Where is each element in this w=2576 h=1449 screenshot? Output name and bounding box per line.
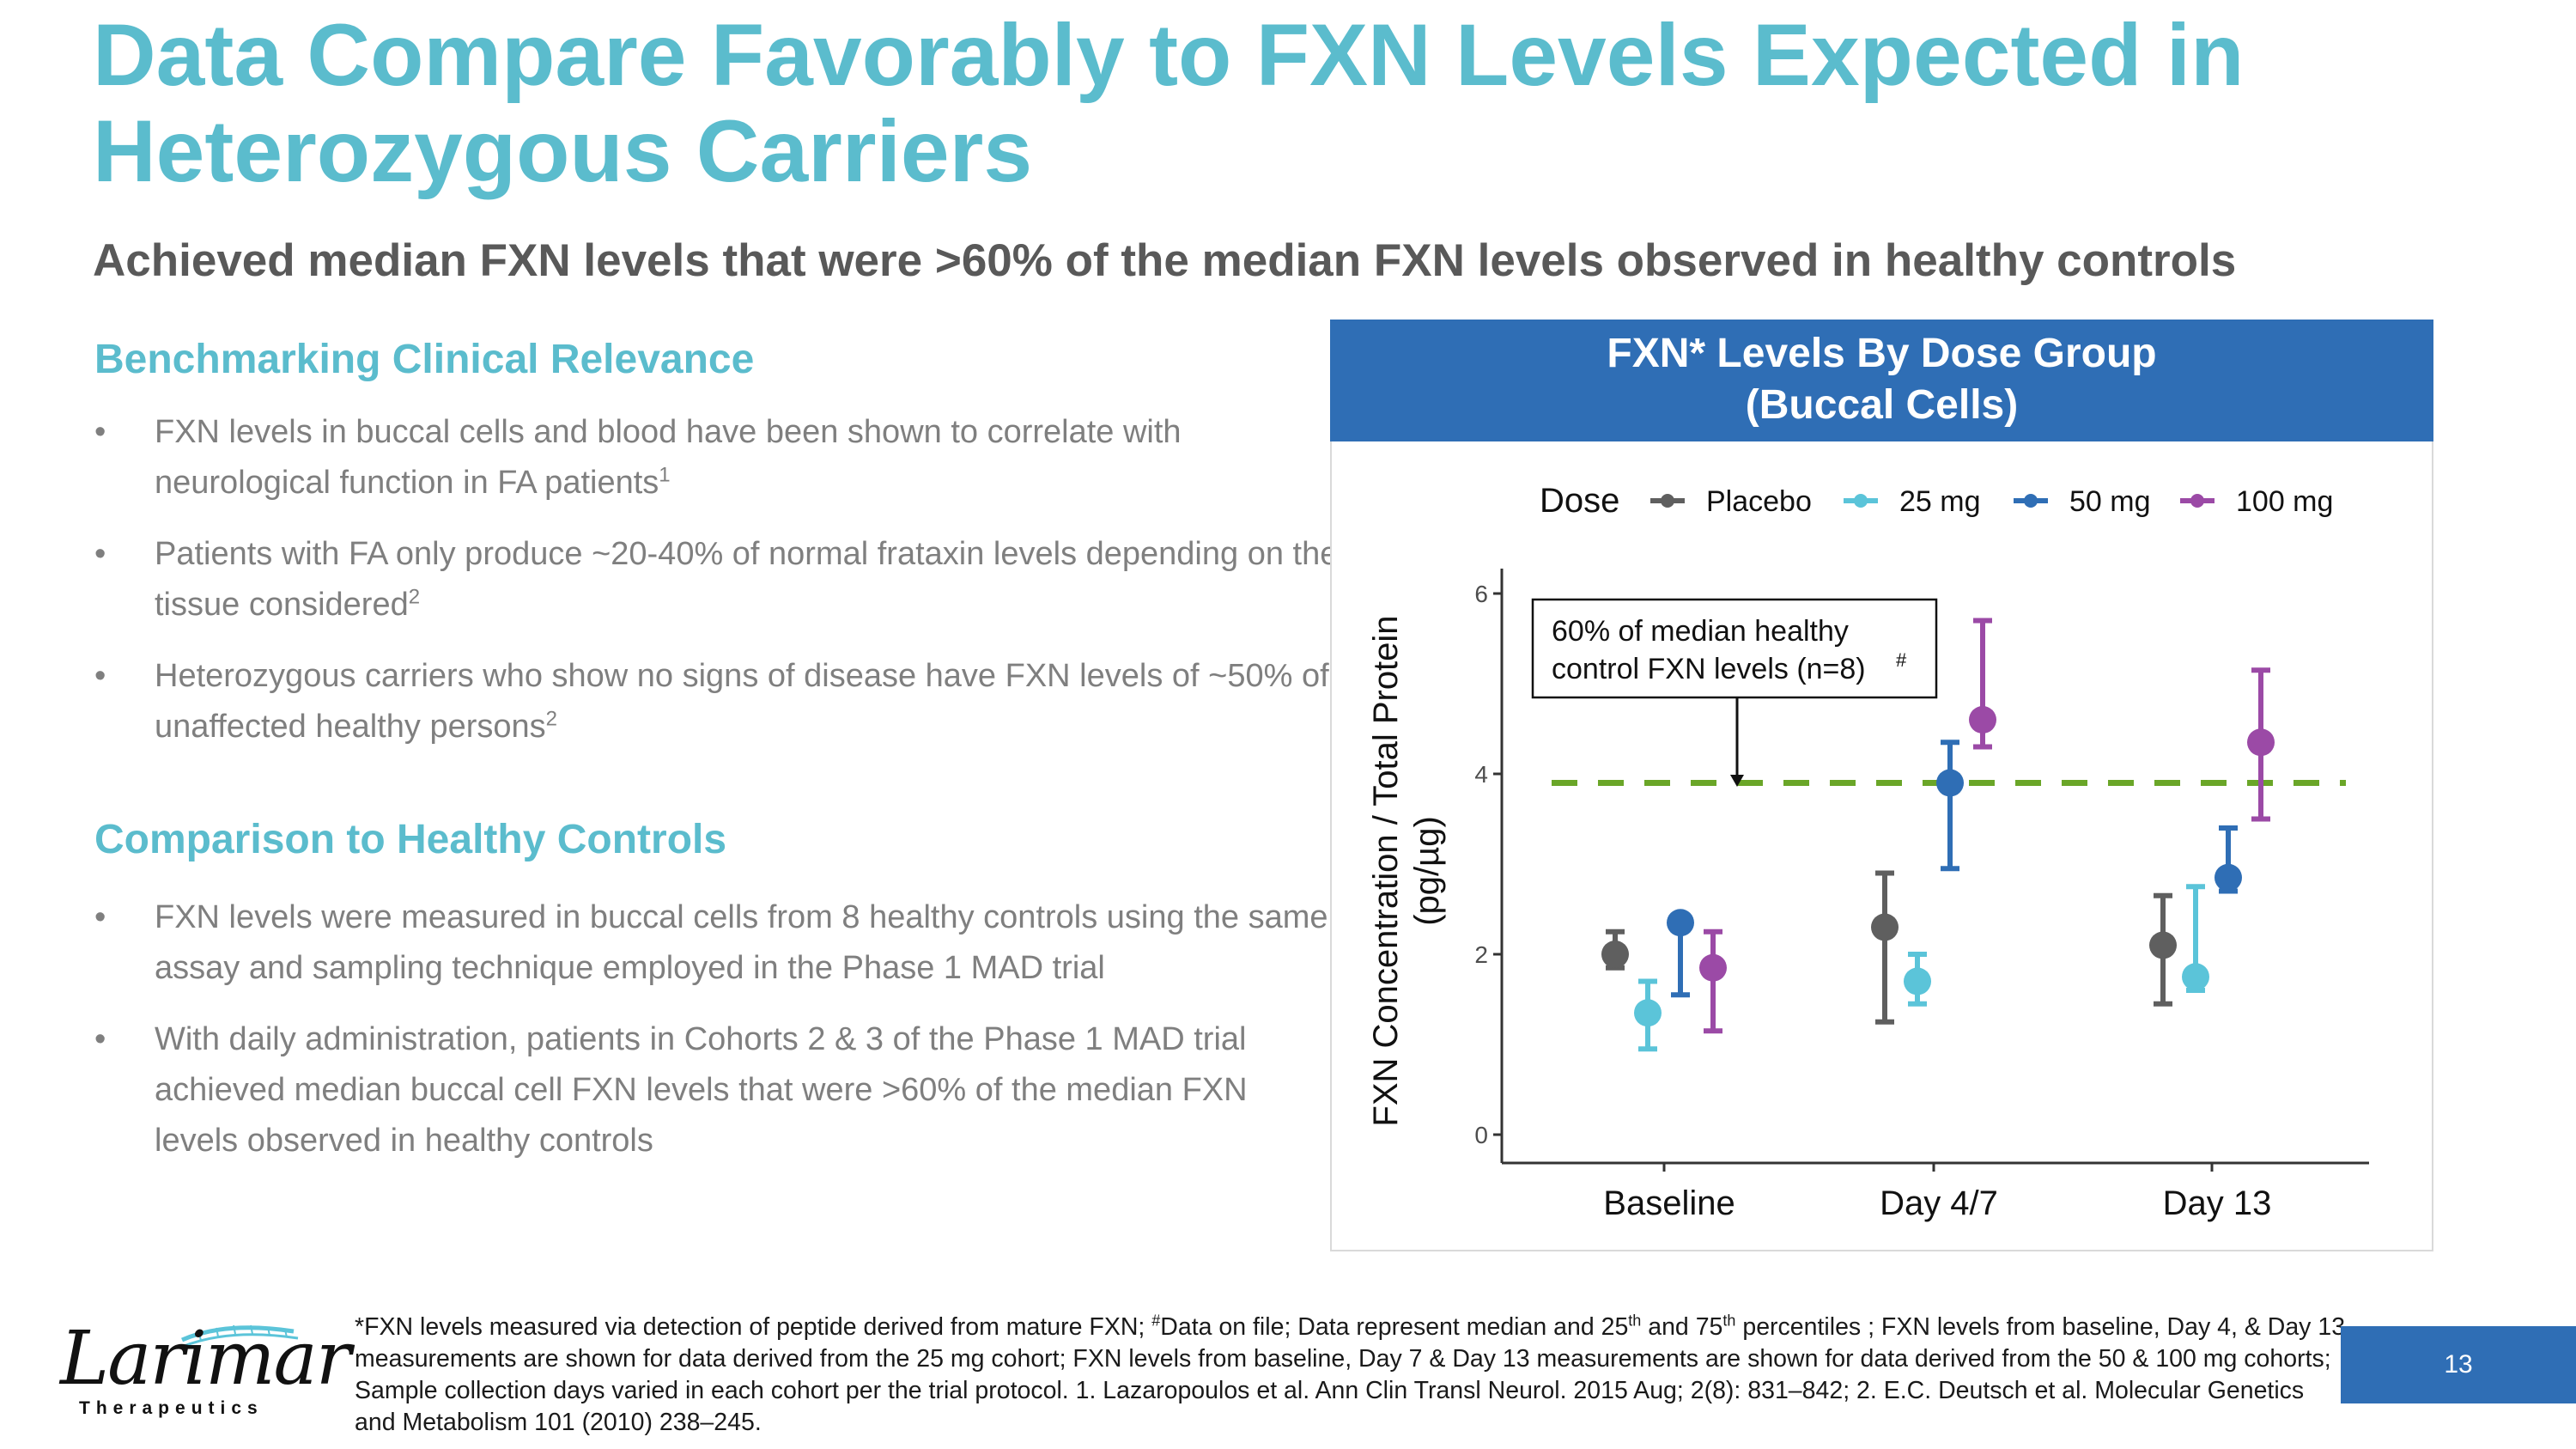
footnote-sup: #: [1151, 1312, 1161, 1330]
median-point: [1699, 953, 1727, 982]
x-tick-label: Day 13: [2163, 1184, 2272, 1222]
bullet-text: Patients with FA only produce ~20-40% of…: [155, 536, 1339, 623]
median-point: [2215, 863, 2242, 892]
logo-wordmark: Larimar: [60, 1316, 351, 1402]
section-heading-benchmarking: Benchmarking Clinical Relevance: [94, 337, 755, 382]
fxn-dose-chart: 0 2 4 6 Baseline Day 4/7 Day 13 FXN Concentrati…: [1367, 482, 2369, 1222]
chart-title-line2: (Buccal Cells): [1745, 382, 2019, 428]
footnote-text: and 75: [1641, 1313, 1723, 1341]
benchmarking-bullet-list: • FXN levels in buccal cells and blood ha…: [94, 407, 1340, 773]
y-tick-label: 0: [1474, 1122, 1488, 1148]
y-axis-label: FXN Concentration / Total Protein: [1367, 615, 1405, 1126]
y-tick-label: 2: [1474, 941, 1488, 968]
slide-title-line1: Data Compare Favorably to FXN Levels Exp…: [93, 6, 2245, 104]
legend-label: 50 mg: [2069, 485, 2151, 518]
bullet-text: FXN levels in buccal cells and blood hav…: [155, 414, 1182, 501]
page-number: 13: [2444, 1350, 2473, 1379]
median-point: [1904, 967, 1931, 995]
legend-label: 100 mg: [2236, 485, 2333, 518]
median-point: [2182, 963, 2209, 991]
bullet-text: Heterozygous carriers who show no signs …: [155, 658, 1329, 745]
annotation-box: [1531, 598, 1938, 699]
bullet-item: • With daily administration, patients in …: [94, 1014, 1340, 1166]
legend-swatch-dot: [2024, 494, 2038, 508]
x-tick-label: Baseline: [1603, 1184, 1735, 1222]
legend-label: 25 mg: [1899, 485, 1981, 518]
slide-subtitle: Achieved median FXN levels that were >60…: [93, 235, 2237, 286]
bullet-item: • FXN levels were measured in buccal cell…: [94, 892, 1340, 994]
annotation-arrow-head: [1730, 775, 1744, 787]
annotation-sup: #: [1896, 649, 1907, 671]
bullet-item: • Heterozygous carriers who show no signs…: [94, 651, 1340, 752]
bullet-citation: 2: [545, 707, 557, 731]
comparison-bullet-list: • FXN levels were measured in buccal cell…: [94, 892, 1340, 1187]
slide-title: Data Compare Favorably to FXN Levels Exp…: [93, 7, 2497, 199]
y-axis-label-unit: (pg/µg): [1408, 816, 1446, 926]
chart-title-line1: FXN* Levels By Dose Group: [1607, 331, 2157, 376]
annotation-text-line1: 60% of median healthy: [1552, 615, 1849, 648]
bullet-item: • FXN levels in buccal cells and blood ha…: [94, 407, 1340, 508]
x-tick-label: Day 4/7: [1880, 1184, 1998, 1222]
median-point: [1936, 769, 1964, 797]
footnote: *FXN levels measured via detection of pe…: [355, 1312, 2347, 1439]
footnote-text: *FXN levels measured via detection of pe…: [355, 1313, 1152, 1341]
bullet-citation: 2: [408, 585, 421, 609]
bullet-dot-icon: •: [94, 414, 106, 450]
bullet-dot-icon: •: [94, 658, 106, 694]
bullet-citation: 1: [659, 463, 671, 487]
footnote-text: percentiles ; FXN levels from baseline, …: [355, 1313, 2346, 1436]
bullet-text: With daily administration, patients in C…: [155, 1021, 1248, 1159]
y-tick-label: 6: [1474, 581, 1488, 607]
bullet-dot-icon: •: [94, 1021, 106, 1057]
median-point: [1601, 941, 1629, 968]
median-point: [2149, 931, 2177, 959]
logo-subtitle: Therapeutics: [79, 1398, 264, 1418]
bullet-dot-icon: •: [94, 536, 106, 572]
page-number-badge: 13: [2341, 1326, 2576, 1403]
annotation-text-line2: control FXN levels (n=8): [1552, 653, 1866, 685]
footnote-sup: th: [1722, 1312, 1736, 1330]
legend-swatch-dot: [1661, 494, 1674, 508]
bullet-text: FXN levels were measured in buccal cells…: [155, 899, 1328, 986]
slide-title-line2: Heterozygous Carriers: [93, 102, 1033, 200]
chart-header: FXN* Levels By Dose Group (Buccal Cells): [1330, 320, 2433, 441]
footnote-sup: th: [1628, 1312, 1642, 1330]
y-tick-label: 4: [1474, 761, 1488, 788]
median-point: [1667, 909, 1694, 937]
median-point: [1634, 999, 1662, 1027]
legend-label: Placebo: [1706, 485, 1812, 518]
bullet-item: • Patients with FA only produce ~20-40% o…: [94, 529, 1340, 630]
median-point: [1871, 913, 1899, 941]
section-heading-comparison: Comparison to Healthy Controls: [94, 817, 727, 862]
footnote-text: Data on file; Data represent median and …: [1160, 1313, 1629, 1341]
median-point: [2247, 728, 2275, 757]
legend-swatch-dot: [2190, 494, 2204, 508]
logo-dna-icon: [180, 1324, 299, 1349]
company-logo: Larimar Therapeutics: [53, 1314, 351, 1418]
legend-swatch-dot: [1854, 494, 1868, 508]
bullet-dot-icon: •: [94, 899, 106, 935]
legend-title: Dose: [1540, 482, 1619, 520]
median-point: [1969, 706, 1996, 734]
